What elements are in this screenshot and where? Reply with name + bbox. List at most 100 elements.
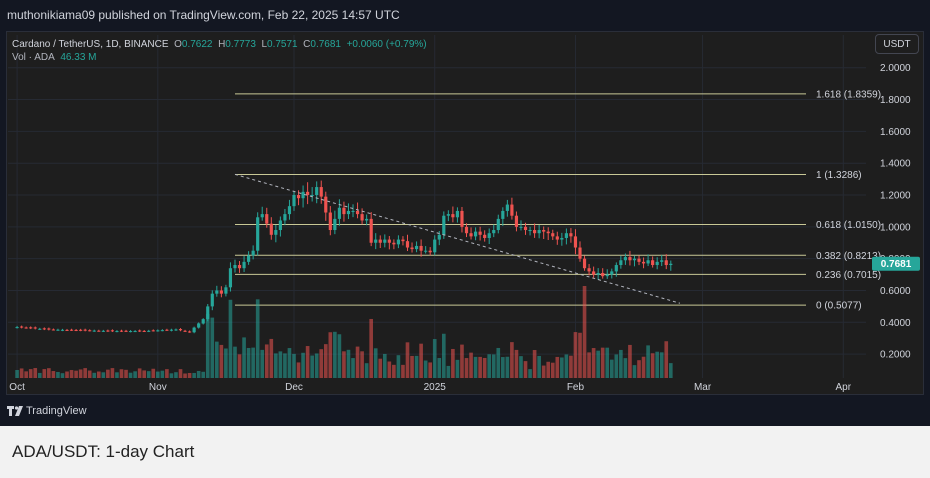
fib-level-label: 0 (0.5077) [816, 301, 862, 312]
volume-bar [269, 338, 274, 378]
y-tick-label: 1.2000 [880, 191, 911, 202]
volume-bar [56, 372, 60, 378]
volume-bar [550, 362, 555, 378]
volume-bar [278, 351, 283, 378]
volume-bar [623, 358, 628, 378]
volume-bar [401, 364, 405, 378]
candle-body [142, 330, 146, 332]
candle-body [560, 237, 564, 240]
volume-bar [174, 372, 178, 378]
currency-button[interactable]: USDT [875, 34, 919, 54]
candle-body [324, 196, 328, 213]
x-tick-label: Nov [149, 382, 167, 393]
volume-bar [596, 350, 600, 378]
volume-bar [469, 352, 473, 378]
volume-bar [578, 332, 582, 378]
candle-body [315, 187, 319, 196]
y-tick-label: 1.6000 [880, 127, 911, 138]
volume-bar [655, 351, 659, 378]
volume-bar [96, 371, 101, 378]
volume-bar [455, 359, 460, 378]
candle-body [451, 214, 455, 218]
candle-body [106, 330, 110, 332]
candle-body [546, 231, 550, 234]
fib-level-label: 1 (1.3286) [816, 170, 862, 181]
volume-bar [355, 346, 360, 378]
volume-bar [178, 369, 183, 378]
candle-body [369, 218, 373, 243]
chart-panel[interactable] [6, 31, 924, 395]
volume-bar [328, 332, 333, 378]
candle-body [187, 331, 192, 333]
candle-body [260, 214, 264, 218]
volume-bar [155, 371, 160, 378]
volume-bar [346, 349, 351, 378]
candle-body [664, 260, 668, 266]
volume-bar [287, 348, 292, 378]
candle-body [374, 239, 378, 243]
candle-body [637, 258, 641, 262]
volume-bar [473, 356, 478, 378]
volume-bar [128, 372, 133, 378]
candle-body [224, 287, 228, 294]
brand-name: TradingView [26, 405, 87, 417]
volume-bar [501, 357, 505, 378]
volume-bar [541, 365, 546, 378]
candle-body [228, 268, 233, 288]
candle-body [79, 329, 83, 331]
candle-body [192, 327, 196, 333]
close-value: 0.7681 [310, 39, 341, 50]
volume-bar [183, 373, 187, 378]
volume-bar [101, 372, 106, 378]
candle-body [301, 191, 305, 199]
volume-bar [487, 354, 492, 378]
candle-body [514, 215, 519, 227]
volume-bar [110, 368, 115, 378]
candle-body [351, 210, 355, 212]
candle-body [165, 329, 169, 331]
candle-body [446, 214, 450, 216]
volume-bar [619, 349, 623, 378]
candles [15, 180, 673, 334]
candle-body [455, 210, 460, 218]
candle-body [473, 231, 478, 237]
volume-bar [169, 373, 174, 378]
close-label: C [303, 39, 311, 50]
candle-body [487, 233, 491, 238]
grid [8, 35, 866, 378]
candle-body [74, 329, 78, 331]
candle-body [169, 329, 174, 331]
volume-bar [364, 363, 369, 378]
caption-bar: ADA/USDT: 1-day Chart [0, 426, 930, 478]
volume-bar [560, 357, 564, 378]
publish-bar: muthonikiama09 published on TradingView.… [0, 0, 930, 28]
volume-bar [514, 349, 519, 378]
volume-bar [69, 370, 74, 378]
candle-body [328, 212, 332, 231]
volume-bar [228, 299, 233, 378]
candle-body [551, 233, 555, 237]
descending-trendline [234, 173, 681, 304]
y-tick-label: 1.8000 [880, 95, 911, 106]
fib-level-label: 0.382 (0.8213) [816, 251, 881, 262]
candle-body [283, 214, 287, 221]
tradingview-brand[interactable]: TradingView [7, 405, 87, 417]
candle-body [355, 210, 360, 215]
volume-bar [337, 334, 342, 378]
volume-bar [342, 351, 346, 378]
candle-body [56, 329, 60, 331]
candle-body [247, 255, 251, 262]
volume-bar [664, 341, 669, 378]
candle-body [156, 330, 160, 332]
candle-body [333, 218, 337, 231]
candle-body [210, 293, 214, 307]
candle-body [505, 204, 509, 211]
candle-body [587, 268, 591, 272]
price-chart[interactable]: 1.618 (1.8359) 1 (1.3286) 0.618 (1.0150) 0.… [0, 0, 930, 426]
candle-body [392, 242, 396, 245]
volume-bar [233, 346, 237, 378]
volume-bar [310, 355, 314, 378]
open-value: 0.7622 [181, 39, 213, 50]
candle-body [573, 236, 578, 248]
volume-bar [632, 365, 637, 378]
